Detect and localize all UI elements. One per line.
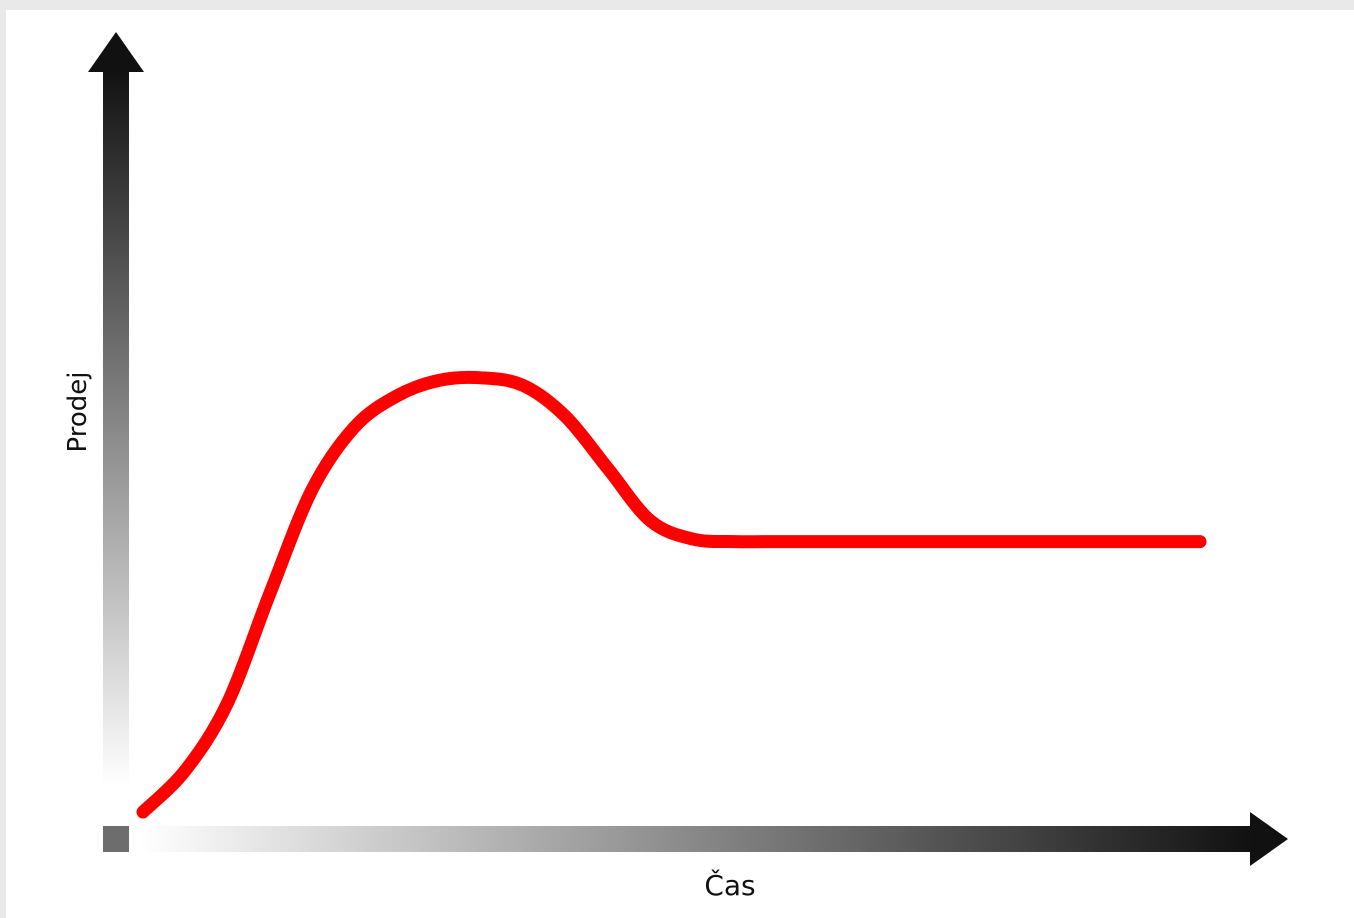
series-layer: [136, 370, 1207, 819]
x-axis: [140, 826, 1252, 852]
x-axis-label: Čas: [704, 868, 755, 902]
chart-panel: [6, 10, 1354, 918]
y-axis-arrowhead: [88, 32, 144, 72]
x-axis-arrowhead: [1250, 812, 1288, 866]
y-axis: [103, 70, 129, 785]
series-line-0: [136, 370, 1207, 819]
y-axis-label: Prodej: [63, 372, 93, 453]
origin-marker: [103, 826, 129, 852]
